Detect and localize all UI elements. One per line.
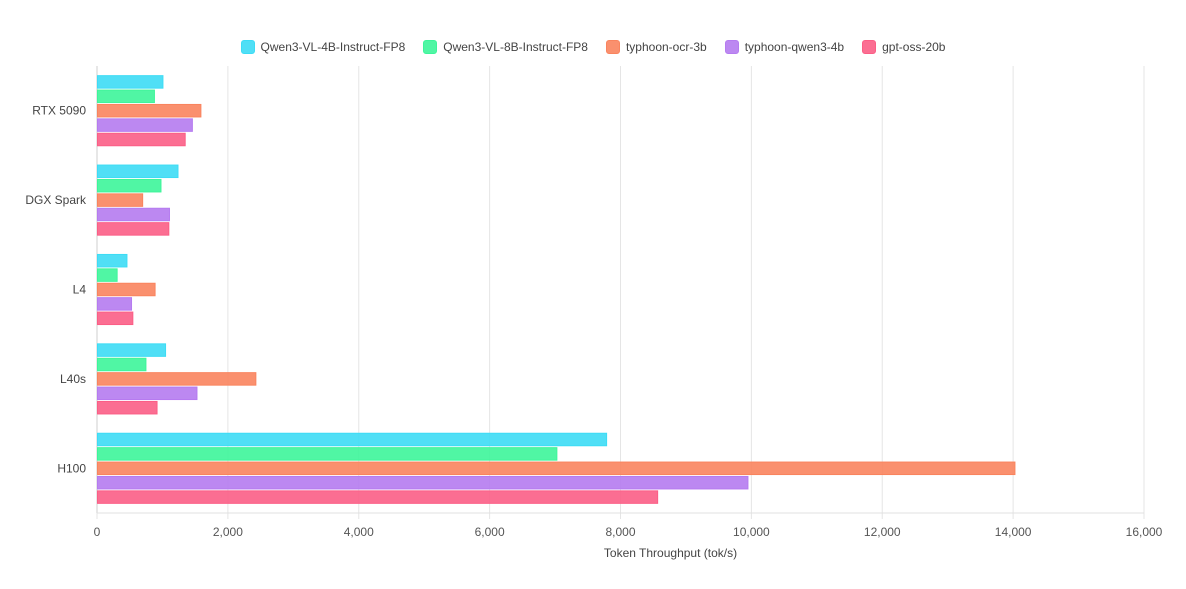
bar[interactable] bbox=[97, 89, 155, 104]
bar[interactable] bbox=[97, 75, 164, 89]
x-tick-label: 0 bbox=[94, 525, 101, 539]
bar[interactable] bbox=[97, 447, 558, 461]
x-tick-label: 10,000 bbox=[733, 525, 770, 539]
bar[interactable] bbox=[97, 372, 257, 386]
legend-item[interactable]: typhoon-ocr-3b bbox=[605, 40, 707, 54]
bar[interactable] bbox=[97, 222, 170, 236]
x-tick-label: 4,000 bbox=[344, 525, 374, 539]
legend-item[interactable]: typhoon-qwen3-4b bbox=[724, 40, 845, 54]
legend-swatch bbox=[724, 40, 739, 54]
bar[interactable] bbox=[97, 386, 198, 401]
y-tick-label: DGX Spark bbox=[25, 193, 87, 207]
bar[interactable] bbox=[97, 297, 133, 311]
legend-label: typhoon-qwen3-4b bbox=[744, 40, 845, 54]
legend-label: gpt-oss-20b bbox=[882, 40, 946, 54]
legend: Qwen3-VL-4B-Instruct-FP8 Qwen3-VL-8B-Inst… bbox=[0, 40, 1186, 54]
bar[interactable] bbox=[97, 253, 128, 268]
bar[interactable] bbox=[97, 118, 193, 132]
legend-item[interactable]: Qwen3-VL-4B-Instruct-FP8 bbox=[240, 40, 406, 54]
bar[interactable] bbox=[97, 193, 144, 207]
x-tick-label: 2,000 bbox=[213, 525, 243, 539]
bar[interactable] bbox=[97, 132, 186, 147]
bar[interactable] bbox=[97, 400, 158, 415]
bar[interactable] bbox=[97, 268, 118, 282]
legend-item[interactable]: gpt-oss-20b bbox=[862, 40, 945, 54]
bar[interactable] bbox=[97, 343, 167, 357]
bar[interactable] bbox=[97, 282, 156, 297]
x-tick-label: 16,000 bbox=[1126, 525, 1163, 539]
bar[interactable] bbox=[97, 357, 147, 372]
bar[interactable] bbox=[97, 103, 202, 118]
x-tick-label: 12,000 bbox=[864, 525, 901, 539]
bar[interactable] bbox=[97, 164, 179, 179]
legend-swatch bbox=[605, 40, 620, 54]
bar[interactable] bbox=[97, 461, 1016, 476]
legend-item[interactable]: Qwen3-VL-8B-Instruct-FP8 bbox=[423, 40, 588, 54]
bar[interactable] bbox=[97, 490, 659, 504]
bar[interactable] bbox=[97, 432, 608, 447]
legend-swatch bbox=[423, 40, 438, 54]
x-tick-label: 14,000 bbox=[995, 525, 1032, 539]
legend-label: typhoon-ocr-3b bbox=[625, 40, 707, 54]
bar[interactable] bbox=[97, 311, 134, 326]
legend-swatch bbox=[240, 40, 255, 54]
bar[interactable] bbox=[97, 178, 162, 193]
y-tick-label: L40s bbox=[60, 372, 86, 386]
y-tick-label: H100 bbox=[57, 461, 86, 475]
y-tick-label: L4 bbox=[73, 283, 87, 297]
legend-swatch bbox=[862, 40, 877, 54]
bar[interactable] bbox=[97, 475, 749, 490]
x-tick-label: 6,000 bbox=[475, 525, 505, 539]
y-tick-label: RTX 5090 bbox=[32, 104, 86, 118]
legend-label: Qwen3-VL-8B-Instruct-FP8 bbox=[443, 40, 588, 54]
x-axis-title: Token Throughput (tok/s) bbox=[604, 546, 737, 560]
x-tick-label: 8,000 bbox=[605, 525, 635, 539]
legend-label: Qwen3-VL-4B-Instruct-FP8 bbox=[260, 40, 406, 54]
bar[interactable] bbox=[97, 207, 170, 222]
